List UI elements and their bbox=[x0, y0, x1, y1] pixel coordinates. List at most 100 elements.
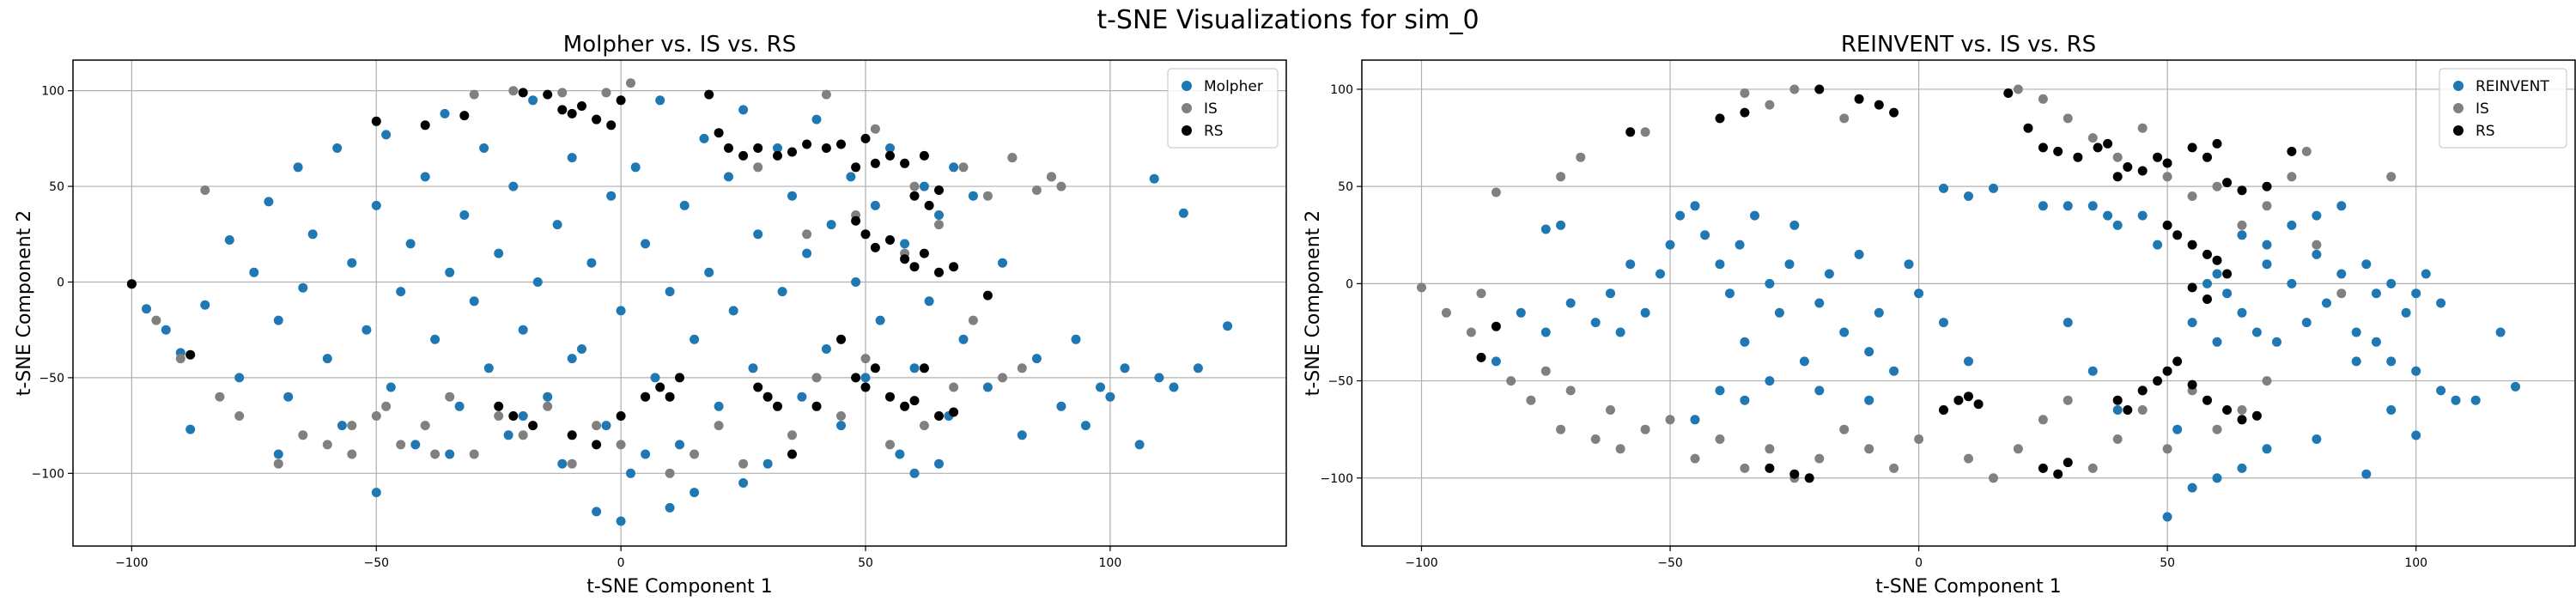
point bbox=[665, 468, 675, 478]
point bbox=[2361, 259, 2372, 270]
point bbox=[630, 162, 641, 173]
point bbox=[1615, 444, 1625, 454]
point bbox=[347, 258, 357, 268]
x-tick-label: −100 bbox=[1405, 556, 1437, 570]
point bbox=[1149, 173, 1159, 184]
point bbox=[885, 392, 895, 402]
point bbox=[802, 248, 812, 258]
point bbox=[1740, 88, 1750, 98]
point bbox=[552, 220, 562, 230]
point bbox=[142, 304, 151, 314]
point bbox=[982, 382, 993, 392]
point bbox=[2237, 415, 2247, 425]
point bbox=[2301, 146, 2312, 156]
point bbox=[592, 421, 602, 431]
point bbox=[592, 507, 602, 517]
point bbox=[655, 382, 665, 392]
point bbox=[2038, 415, 2048, 425]
point bbox=[2212, 337, 2222, 347]
point bbox=[1715, 113, 1725, 124]
point bbox=[1939, 318, 1948, 328]
point bbox=[1750, 210, 1759, 221]
point bbox=[396, 440, 406, 450]
x-tick-label: −100 bbox=[115, 556, 148, 570]
point bbox=[2312, 434, 2322, 444]
y-tick-label: 100 bbox=[41, 85, 64, 99]
point bbox=[1789, 220, 1800, 230]
point bbox=[1715, 385, 1725, 396]
point bbox=[1864, 444, 1874, 454]
point bbox=[2112, 434, 2123, 444]
point bbox=[1854, 249, 1864, 259]
point bbox=[1105, 392, 1115, 402]
point bbox=[2202, 395, 2212, 405]
point bbox=[2386, 278, 2397, 288]
point bbox=[626, 468, 635, 478]
legend-entry-reinvent: REINVENT bbox=[2476, 78, 2549, 95]
point bbox=[1765, 278, 1775, 288]
point bbox=[445, 267, 455, 277]
point bbox=[909, 181, 920, 191]
point bbox=[161, 325, 171, 335]
point bbox=[777, 287, 787, 297]
legend-marker bbox=[2453, 81, 2464, 91]
legend: Molpher IS RS bbox=[1167, 68, 1279, 149]
point bbox=[577, 101, 586, 111]
point bbox=[1735, 240, 1745, 250]
point bbox=[2411, 430, 2421, 440]
point bbox=[494, 411, 504, 421]
point bbox=[1765, 100, 1775, 110]
point bbox=[870, 158, 880, 168]
point bbox=[567, 108, 577, 118]
point bbox=[567, 430, 577, 440]
point bbox=[1417, 282, 1426, 293]
point bbox=[2262, 376, 2272, 386]
grid bbox=[73, 60, 1286, 546]
point bbox=[2137, 166, 2148, 176]
point bbox=[1056, 401, 1066, 411]
point bbox=[919, 181, 929, 191]
point bbox=[1625, 259, 1636, 270]
point bbox=[885, 150, 895, 161]
point bbox=[1056, 181, 1066, 191]
point bbox=[924, 296, 934, 307]
point bbox=[1675, 210, 1686, 221]
point bbox=[445, 392, 455, 402]
legend-marker bbox=[2453, 125, 2464, 136]
point bbox=[665, 502, 675, 513]
point bbox=[1154, 373, 1164, 383]
point bbox=[337, 421, 347, 431]
point bbox=[1765, 376, 1775, 386]
point bbox=[738, 458, 749, 469]
point bbox=[2013, 84, 2023, 94]
point bbox=[1047, 172, 1056, 182]
point bbox=[885, 143, 895, 153]
point bbox=[234, 373, 245, 383]
point bbox=[773, 401, 782, 411]
point bbox=[690, 449, 700, 459]
point bbox=[2162, 444, 2172, 454]
point bbox=[1223, 321, 1233, 331]
point bbox=[459, 210, 470, 220]
point bbox=[2222, 405, 2233, 415]
point bbox=[851, 277, 861, 287]
point bbox=[875, 315, 885, 325]
point bbox=[870, 200, 880, 210]
point bbox=[900, 254, 910, 264]
point bbox=[851, 373, 861, 383]
point bbox=[675, 440, 684, 450]
point bbox=[410, 440, 421, 450]
point bbox=[2123, 162, 2133, 172]
point bbox=[1193, 363, 1203, 373]
point bbox=[1715, 434, 1725, 444]
point bbox=[1964, 392, 1973, 402]
point bbox=[2063, 318, 2073, 328]
point bbox=[909, 363, 920, 373]
point bbox=[802, 229, 812, 240]
point bbox=[1565, 385, 1576, 396]
point bbox=[1540, 327, 1551, 337]
point bbox=[885, 235, 895, 245]
point bbox=[483, 363, 494, 373]
point bbox=[2386, 172, 2397, 182]
series-reinvent bbox=[1491, 183, 2520, 522]
